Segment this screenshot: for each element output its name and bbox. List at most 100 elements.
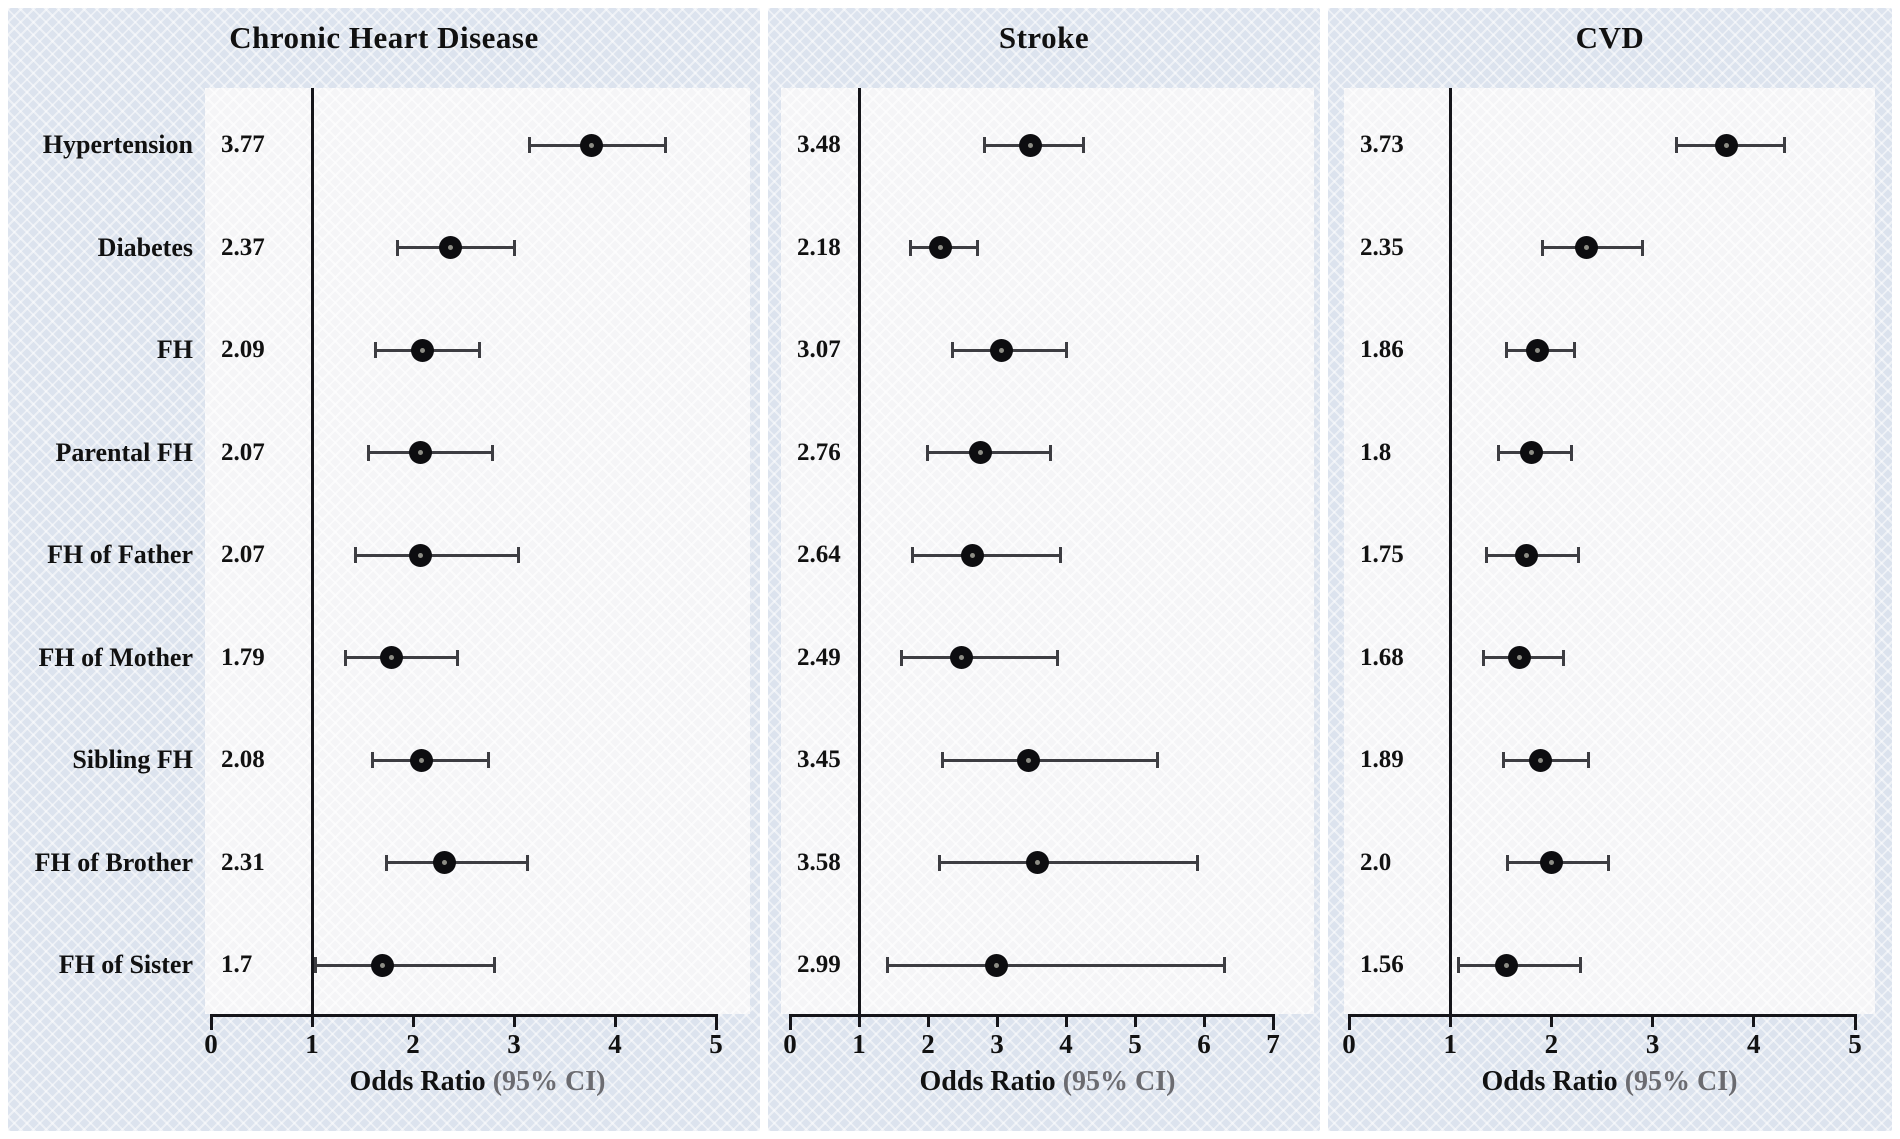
or-point-marker [432, 851, 456, 874]
ci-cap-low [1675, 137, 1679, 153]
marker-center-pin [1534, 347, 1540, 353]
ci-cap-high [1579, 957, 1583, 973]
ci-cap-low [1456, 957, 1460, 973]
or-point-marker [1714, 133, 1738, 157]
ci-cap-low [937, 854, 941, 871]
or-point-marker [1018, 133, 1042, 157]
row-or-value: 3.45 [797, 746, 841, 773]
ci-cap-high [1065, 342, 1069, 358]
ci-cap-high [1573, 342, 1577, 358]
row-or-value: 1.79 [221, 643, 265, 671]
x-axis-tick [1271, 1017, 1275, 1030]
x-axis-tick [926, 1017, 930, 1027]
ci-cap-low [343, 649, 347, 666]
or-point-marker [960, 543, 984, 567]
x-axis-title-main: Odds Ratio [1481, 1066, 1618, 1097]
row-category-label: Sibling FH [72, 745, 193, 774]
marker-center-pin [1504, 962, 1510, 968]
ci-cap-low [396, 239, 400, 256]
marker-center-pin [1537, 757, 1543, 763]
row-or-value: 3.07 [797, 336, 841, 363]
x-axis-tick-label: 0 [1342, 1029, 1356, 1059]
or-point-marker [968, 441, 992, 464]
or-point-marker [580, 133, 604, 157]
panel-title: Chronic Heart Disease [229, 20, 539, 55]
row-category-label: FH of Mother [38, 642, 193, 672]
row-or-value: 2.08 [221, 746, 265, 773]
ci-whisker [887, 963, 1225, 967]
ci-cap-low [1540, 239, 1544, 256]
ci-cap-low [367, 444, 371, 461]
row-category-label: Diabetes [97, 232, 193, 262]
or-point-marker [1507, 646, 1531, 669]
row-or-value: 2.07 [221, 438, 265, 466]
marker-center-pin [1034, 860, 1040, 865]
marker-center-pin [1025, 757, 1031, 763]
x-axis-tick [857, 1017, 861, 1027]
or-point-marker [1519, 441, 1543, 464]
marker-center-pin [993, 962, 999, 968]
or-point-marker [1025, 851, 1049, 874]
x-axis-title-main: Odds Ratio [919, 1066, 1056, 1097]
ci-cap-low [1497, 444, 1501, 461]
x-axis-tick [714, 1017, 718, 1030]
row-or-value: 1.68 [1360, 643, 1404, 671]
ci-cap-high [1055, 649, 1059, 666]
x-axis-tick [1549, 1017, 1553, 1027]
x-axis-tick-label: 3 [507, 1029, 521, 1059]
row-or-value: 1.89 [1360, 746, 1404, 773]
row-or-value: 2.49 [797, 643, 841, 671]
x-axis-tick [411, 1017, 415, 1027]
x-axis-tick-label: 0 [783, 1029, 797, 1059]
row-or-value: 2.18 [797, 233, 841, 261]
ci-cap-high [1058, 547, 1062, 563]
ci-whisker [355, 553, 519, 557]
x-axis-tick-label: 0 [204, 1029, 218, 1059]
ci-cap-low [983, 137, 987, 153]
ci-cap-low [374, 342, 378, 358]
x-axis-tick [1202, 1017, 1206, 1027]
x-axis-tick-label: 2 [921, 1029, 935, 1059]
x-axis-tick [1064, 1017, 1068, 1027]
ci-cap-low [313, 957, 317, 973]
ci-cap-high [478, 342, 482, 358]
or-point-marker [371, 953, 395, 977]
reference-line-x1 [857, 88, 861, 1014]
x-axis-tick [1448, 1017, 1452, 1027]
ci-cap-low [910, 547, 914, 563]
ci-cap-low [353, 547, 357, 563]
or-point-marker [990, 338, 1014, 362]
marker-center-pin [380, 962, 386, 968]
plot-area-1 [205, 88, 750, 1014]
marker-center-pin [1516, 655, 1522, 660]
or-point-marker [380, 646, 404, 669]
or-point-marker [928, 236, 952, 259]
row-category-label: FH of Sister [58, 950, 193, 979]
or-point-marker [1495, 953, 1519, 977]
ci-cap-low [1502, 752, 1506, 768]
ci-cap-high [493, 957, 497, 973]
ci-cap-high [516, 547, 520, 563]
ci-cap-high [1562, 649, 1566, 666]
ci-cap-low [951, 342, 955, 358]
or-point-marker [1016, 748, 1040, 772]
reference-line-x1 [1448, 88, 1452, 1014]
row-or-value: 3.48 [797, 131, 841, 158]
ci-cap-high [976, 239, 980, 256]
marker-center-pin [937, 245, 943, 250]
or-point-marker [1525, 338, 1549, 362]
ci-cap-high [491, 444, 495, 461]
ci-cap-low [1482, 649, 1486, 666]
ci-cap-high [1082, 137, 1086, 153]
ci-whisker [939, 861, 1198, 864]
x-axis-tick-label: 1 [852, 1029, 866, 1059]
marker-center-pin [418, 757, 424, 763]
row-or-value: 3.73 [1360, 131, 1404, 158]
row-or-value: 2.35 [1360, 233, 1404, 261]
ci-cap-low [925, 444, 929, 461]
x-axis-title-ci-suffix: (95% CI) [492, 1066, 606, 1097]
row-or-value: 2.07 [221, 541, 265, 568]
ci-cap-high [1606, 854, 1610, 871]
x-axis-tick-label: 2 [1544, 1029, 1559, 1059]
x-axis-line [788, 1014, 1275, 1017]
